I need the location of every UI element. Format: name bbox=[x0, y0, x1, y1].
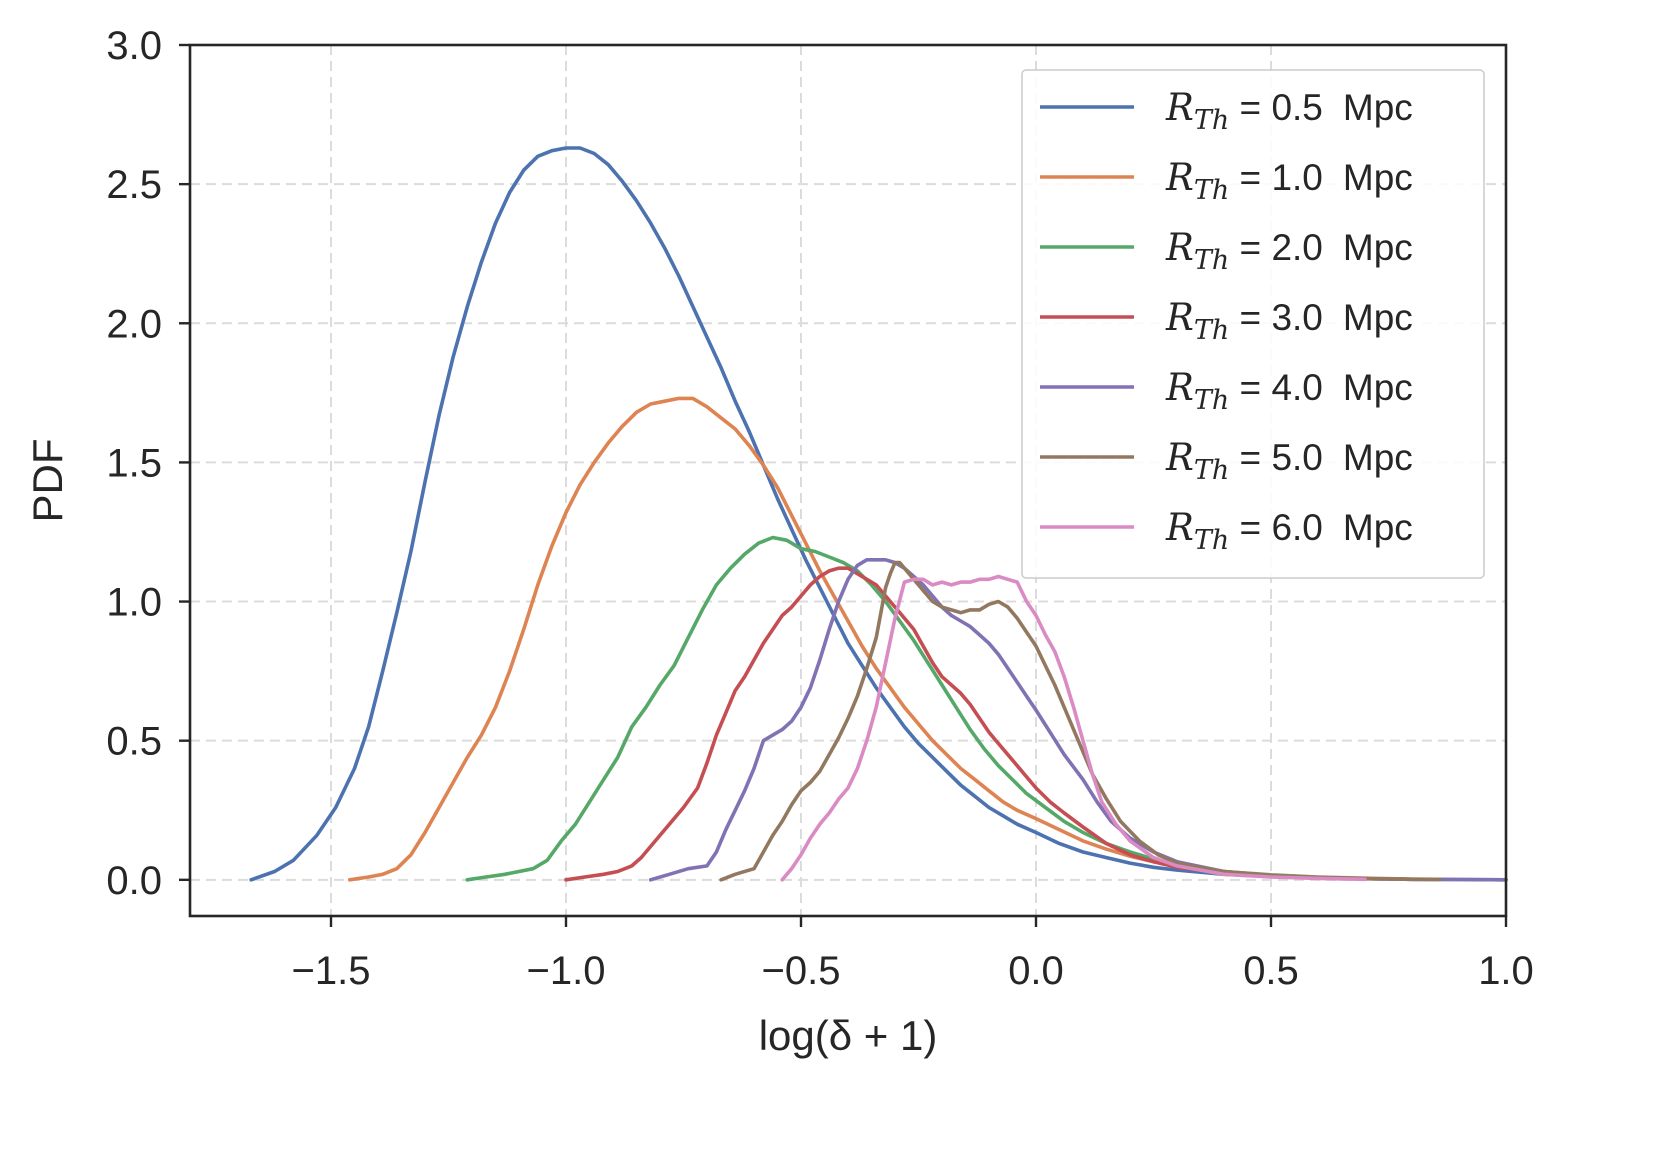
legend-unit: Mpc bbox=[1343, 507, 1413, 548]
legend-var: R bbox=[1165, 506, 1194, 549]
series-line-5 bbox=[719, 560, 1442, 882]
x-tick-label: −0.5 bbox=[762, 949, 841, 993]
legend-equals: = bbox=[1229, 227, 1271, 268]
x-tick-label: 0.0 bbox=[1008, 949, 1064, 993]
legend-value: 2.0 bbox=[1271, 227, 1322, 268]
legend-unit: Mpc bbox=[1343, 367, 1413, 408]
legend-entry-1: RTh = 1.0 Mpc bbox=[1165, 156, 1413, 206]
series-line-2 bbox=[465, 535, 1367, 882]
legend-entry-2: RTh = 2.0 Mpc bbox=[1165, 226, 1413, 276]
legend-box bbox=[1021, 69, 1485, 579]
legend-unit: Mpc bbox=[1343, 297, 1413, 338]
legend-subscript: Th bbox=[1194, 245, 1229, 276]
axis-ticks: −1.5 −1.0 −0.5 0.0 0.5 1.0 0.0 0.5 1.0 1.5 2.0 2.5 3… bbox=[106, 24, 1533, 993]
legend-var: R bbox=[1165, 366, 1194, 409]
series-line-1 bbox=[348, 396, 1438, 882]
legend-subscript: Th bbox=[1194, 525, 1229, 556]
legend-var: R bbox=[1165, 436, 1194, 479]
y-tick-label: 2.5 bbox=[106, 163, 162, 207]
y-tick-label: 3.0 bbox=[106, 24, 162, 68]
legend-value: 5.0 bbox=[1271, 437, 1322, 478]
x-axis-label: log(δ + 1) bbox=[759, 1012, 938, 1059]
x-tick-label: 1.0 bbox=[1478, 949, 1534, 993]
x-tick-label: 0.5 bbox=[1243, 949, 1299, 993]
legend-unit: Mpc bbox=[1343, 157, 1413, 198]
legend-value: 6.0 bbox=[1271, 507, 1322, 548]
y-tick-label: 0.0 bbox=[106, 859, 162, 903]
legend-unit: Mpc bbox=[1343, 437, 1413, 478]
legend-entry-3: RTh = 3.0 Mpc bbox=[1165, 296, 1413, 346]
legend-subscript: Th bbox=[1194, 385, 1229, 416]
legend-equals: = bbox=[1229, 437, 1271, 478]
legend-unit: Mpc bbox=[1343, 87, 1413, 128]
legend-equals: = bbox=[1229, 157, 1271, 198]
y-tick-label: 2.0 bbox=[106, 302, 162, 346]
legend-equals: = bbox=[1229, 297, 1271, 338]
series-line-6 bbox=[780, 574, 1367, 882]
legend-var: R bbox=[1165, 156, 1194, 199]
legend-entry-0: RTh = 0.5 Mpc bbox=[1165, 86, 1413, 136]
x-tick-label: −1.5 bbox=[292, 949, 371, 993]
legend-equals: = bbox=[1229, 507, 1271, 548]
legend-var: R bbox=[1165, 226, 1194, 269]
legend-subscript: Th bbox=[1194, 455, 1229, 486]
legend-value: 0.5 bbox=[1271, 87, 1322, 128]
legend-value: 1.0 bbox=[1271, 157, 1322, 198]
legend-equals: = bbox=[1229, 87, 1271, 128]
legend-unit: Mpc bbox=[1343, 227, 1413, 268]
series-line-3 bbox=[564, 566, 1367, 882]
series-line-0 bbox=[249, 146, 1508, 882]
legend-subscript: Th bbox=[1194, 105, 1229, 136]
legend-value: 4.0 bbox=[1271, 367, 1322, 408]
series-lines bbox=[249, 146, 1508, 882]
legend-entry-4: RTh = 4.0 Mpc bbox=[1165, 366, 1413, 416]
y-tick-label: 0.5 bbox=[106, 720, 162, 764]
legend-var: R bbox=[1165, 86, 1194, 129]
legend-var: R bbox=[1165, 296, 1194, 339]
legend-entry-5: RTh = 5.0 Mpc bbox=[1165, 436, 1413, 486]
y-tick-label: 1.0 bbox=[106, 581, 162, 625]
series-line-4 bbox=[648, 558, 1508, 882]
legend-equals: = bbox=[1229, 367, 1271, 408]
legend-value: 3.0 bbox=[1271, 297, 1322, 338]
legend-subscript: Th bbox=[1194, 175, 1229, 206]
y-axis-label: PDF bbox=[24, 439, 71, 523]
legend-entry-6: RTh = 6.0 Mpc bbox=[1165, 506, 1413, 556]
x-tick-label: −1.0 bbox=[527, 949, 606, 993]
plot-frame bbox=[188, 43, 1508, 918]
y-tick-label: 1.5 bbox=[106, 441, 162, 485]
legend-subscript: Th bbox=[1194, 315, 1229, 346]
